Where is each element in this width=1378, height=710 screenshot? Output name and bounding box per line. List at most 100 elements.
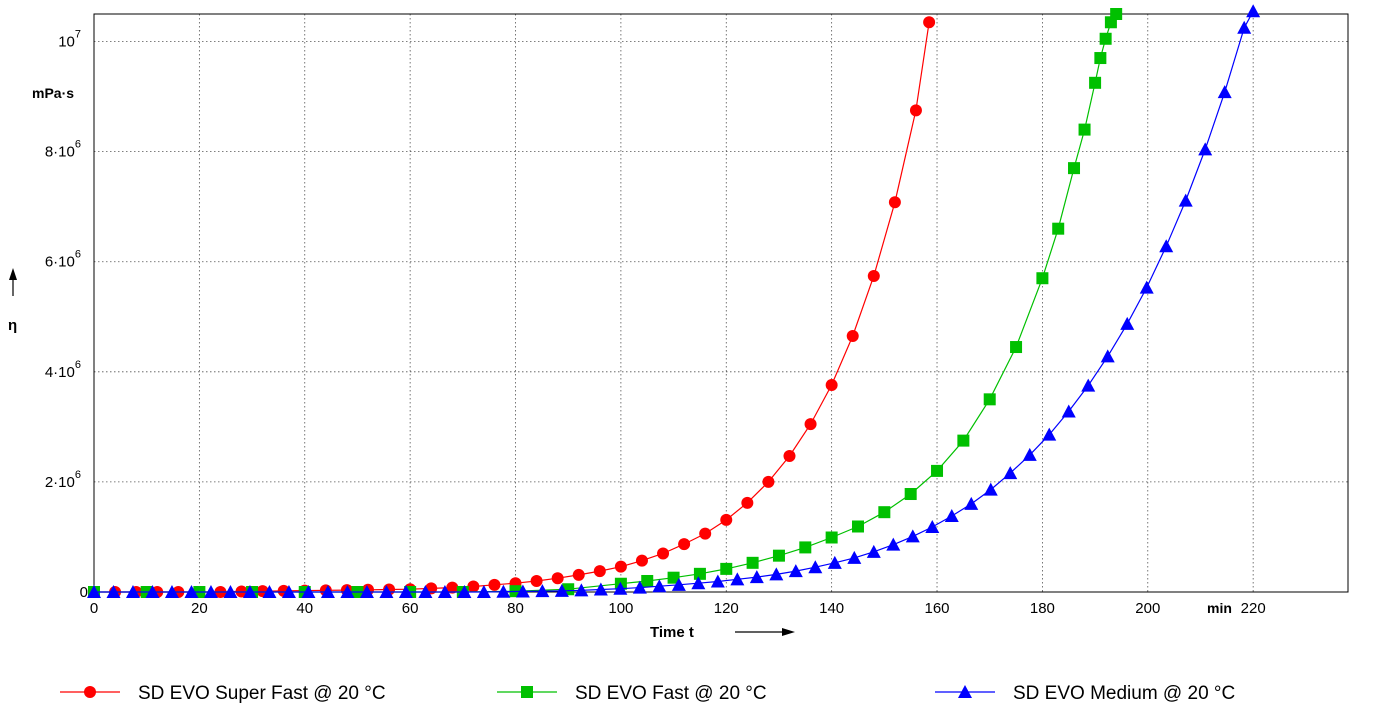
series-1-point-17: [799, 541, 812, 554]
series-1-point-20: [878, 506, 891, 519]
series-1-point-11: [641, 574, 654, 587]
series-2-point-29: [652, 579, 667, 593]
y-tick-label-4: 8·106: [45, 139, 81, 161]
series-1-point-12: [667, 571, 680, 584]
y-axis-ticks: 0 2·106 4·106 6·106 8·106 107: [45, 29, 88, 601]
series-1-point-32: [1099, 32, 1112, 45]
series-0-point-34: [804, 418, 817, 431]
series-0-point-17: [446, 581, 459, 594]
x-axis-label: Time t: [650, 624, 694, 641]
series-0-point-39: [909, 104, 922, 117]
legend: SD EVO Super Fast @ 20 °C SD EVO Fast @ 2…: [60, 683, 1235, 704]
series-2-point-32: [710, 574, 725, 588]
series-1-point-31: [1094, 52, 1107, 65]
series-0-point-23: [572, 568, 585, 581]
series-2-point-17: [418, 585, 433, 598]
series-0-point-21: [530, 574, 543, 587]
series-2-point-7: [223, 585, 238, 598]
series-1-point-25: [1010, 341, 1023, 354]
series-0-point-33: [783, 450, 796, 463]
series-0-point-35: [825, 379, 838, 392]
series-2-point-59: [1237, 20, 1252, 34]
series-2-point-39: [847, 550, 862, 564]
series-2-point-3: [145, 585, 160, 598]
series-0: [88, 16, 936, 598]
series-2-point-8: [242, 585, 257, 598]
series-2-point-31: [691, 576, 706, 590]
legend-label-1: SD EVO Fast @ 20 °C: [575, 683, 767, 704]
x-tick-label-2: 40: [296, 600, 313, 617]
series-2-point-26: [593, 582, 608, 596]
legend-label-2: SD EVO Medium @ 20 °C: [1013, 683, 1235, 704]
series-2-point-9: [262, 585, 277, 598]
legend-marker-2: [958, 685, 972, 698]
series-0-point-26: [635, 554, 648, 567]
series-0-point-40: [923, 16, 936, 29]
series-1-point-23: [957, 434, 970, 447]
series-2-point-47: [1003, 466, 1018, 480]
legend-item-0: SD EVO Super Fast @ 20 °C: [60, 683, 386, 704]
x-axis-ticks: 0 20 40 60 80 100 120 140 160 180 200 220: [90, 600, 1266, 617]
series-0-point-18: [467, 580, 480, 593]
series-2-point-43: [925, 520, 940, 534]
series-1-point-26: [1036, 272, 1049, 285]
series-1-point-30: [1089, 76, 1102, 89]
series-0-point-28: [678, 538, 691, 551]
series-0-point-24: [593, 565, 606, 578]
series-2-point-18: [437, 585, 452, 598]
series-line-2: [94, 10, 1254, 593]
series-2-point-20: [476, 585, 491, 598]
series-2-point-13: [340, 585, 355, 598]
series-0-point-32: [762, 475, 775, 488]
series-2-point-36: [788, 564, 803, 578]
series-2-point-2: [125, 585, 140, 598]
legend-item-2: SD EVO Medium @ 20 °C: [935, 683, 1235, 704]
series-0-point-31: [741, 496, 754, 509]
x-tick-label-5: 100: [608, 600, 633, 617]
x-tick-label-9: 180: [1030, 600, 1055, 617]
series-2-point-45: [964, 496, 979, 510]
series-2-point-52: [1100, 349, 1115, 363]
series-2-point-0: [87, 585, 101, 598]
series-0-point-22: [551, 572, 564, 585]
series-1-point-27: [1052, 222, 1065, 235]
series-2-point-34: [749, 570, 764, 584]
y-tick-label-3: 6·106: [45, 249, 81, 271]
series-2-point-38: [827, 555, 842, 569]
y-axis-label: η: [8, 317, 17, 334]
series-2-point-25: [574, 583, 589, 597]
series-1-point-18: [825, 531, 838, 544]
x-tick-label-11: 220: [1241, 600, 1266, 617]
series-0-point-38: [888, 196, 901, 209]
series-0-point-19: [488, 578, 501, 591]
series-2-point-4: [164, 585, 179, 598]
y-tick-label-2: 4·106: [45, 359, 81, 381]
series-2-point-37: [808, 560, 823, 574]
x-tick-label-10: 200: [1135, 600, 1160, 617]
series-2-point-46: [983, 482, 998, 496]
series-1-point-15: [746, 556, 759, 569]
series-2: [87, 4, 1261, 598]
series-2-point-56: [1178, 193, 1193, 207]
series-1-point-13: [693, 567, 706, 580]
y-tick-label-0: 0: [80, 584, 88, 601]
series-2-point-21: [496, 584, 511, 598]
series-2-point-51: [1081, 378, 1096, 392]
legend-label-0: SD EVO Super Fast @ 20 °C: [138, 683, 386, 704]
x-tick-label-3: 60: [402, 600, 419, 617]
legend-item-1: SD EVO Fast @ 20 °C: [497, 683, 767, 704]
series-2-point-24: [554, 583, 569, 597]
series-2-point-53: [1120, 316, 1135, 330]
series-line-0: [94, 22, 930, 593]
series-1-point-21: [904, 488, 917, 501]
series-2-point-41: [886, 537, 901, 551]
series-2-point-50: [1061, 404, 1076, 418]
series-0-point-36: [846, 330, 859, 343]
x-tick-label-4: 80: [507, 600, 524, 617]
series-1-point-28: [1068, 162, 1081, 175]
series-0-point-25: [614, 560, 627, 573]
series-2-point-16: [398, 585, 413, 598]
x-axis-arrow: [735, 628, 795, 636]
series-2-point-1: [106, 585, 121, 598]
series-1-point-19: [851, 520, 864, 533]
